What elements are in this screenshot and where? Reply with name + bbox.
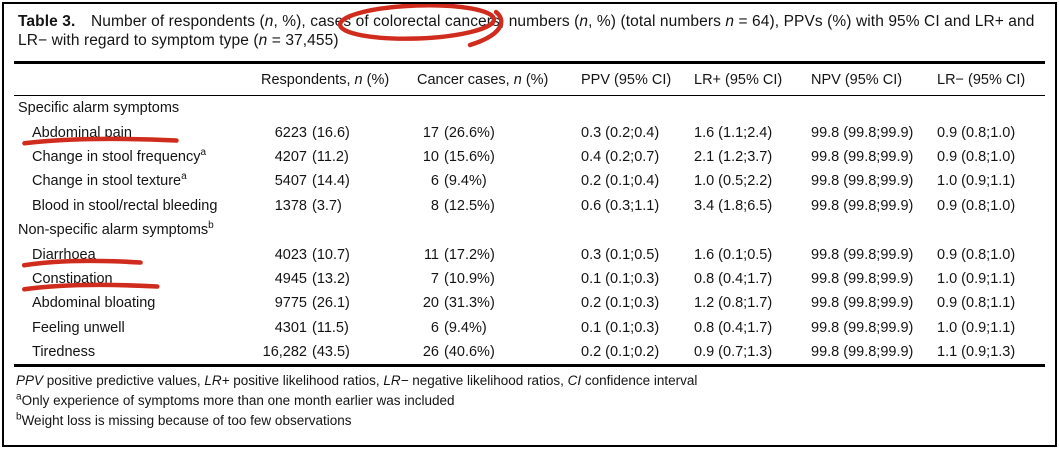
symptom-label: Abdominal pain [14,125,261,141]
value-cell: 4301 (11.5) [274,319,349,336]
value-cell: 0.4 (0.2;0.7) [581,148,660,165]
value-cell: 4023 (10.7) [274,246,350,263]
table-row: Diarrhoea 4023 (10.7) 11 (17.2%) 0.3 (0.1;0.5… [14,242,1045,266]
value-cell: 0.2 (0.1;0.4) [581,173,660,190]
table-caption: Table 3. Number of respondents (n, %), c… [18,13,1035,49]
value-cell: 4207 (11.2) [274,148,349,165]
symptom-label: Non-specific alarm symptomsb [18,220,214,239]
value-cell: 99.8 (99.8;99.9) [811,295,914,312]
header-respondents: Respondents, n (%) [261,71,390,88]
value-cell: 0.1 (0.1;0.3) [581,270,660,287]
header-npv: NPV (95% CI) [811,71,903,88]
table-row: Blood in stool/rectal bleeding 1378 (3.7) 8… [14,194,1045,218]
value-cell: 8 (12.5%) [430,197,495,214]
footnote-marker: b [208,220,214,232]
value-cell: 1.2 (0.8;1.7) [694,295,773,312]
value-cell: 99.8 (99.8;99.9) [811,319,914,336]
value-cell: 1.0 (0.9;1.1) [937,173,1016,190]
table-row: Abdominal bloating 9775 (26.1) 20 (31.3%) 0.2… [14,291,1045,315]
section-header-row: Specific alarm symptoms [14,96,1045,120]
value-cell: 26 (40.6%) [422,344,495,361]
symptom-label: Specific alarm symptoms [18,100,180,117]
value-cell: 1.6 (1.1;2.4) [694,124,773,141]
value-cell: 0.8 (0.4;1.7) [694,270,773,287]
value-cell: 99.8 (99.8;99.9) [811,148,914,165]
value-cell: 3.4 (1.8;6.5) [694,197,773,214]
symptom-label: Feeling unwell [32,319,125,336]
header-lr-plus: LR+ (95% CI) [694,71,783,88]
value-cell: 20 (31.3%) [422,295,495,312]
table-row: Change in stool frequencya 4207 (11.2) 10 (1… [14,145,1045,169]
section-header-row: Non-specific alarm symptomsb [14,218,1045,242]
table-row: Constipation 4945 (13.2) 7 (10.9%) 0.1 (0.1;0… [14,267,1045,291]
symptom-label: Blood in stool/rectal bleeding [32,197,218,214]
value-cell: 1378 (3.7) [274,197,342,214]
value-cell: 99.8 (99.8;99.9) [811,173,914,190]
value-cell: 0.6 (0.3;1.1) [581,197,660,214]
footnote-marker: a [200,147,207,159]
header-cancer-cases: Cancer cases, n (%) [417,71,549,88]
value-cell: 0.9 (0.8;1.1) [937,295,1016,312]
table-body: Specific alarm symptoms Abdominal pain 622… [14,96,1045,364]
value-cell: 0.9 (0.8;1.0) [937,124,1016,141]
value-cell: 1.0 (0.9;1.1) [937,270,1016,287]
value-cell: 9775 (26.1) [274,295,350,312]
value-cell: 17 (26.6%) [422,124,495,141]
value-cell: 99.8 (99.8;99.9) [811,197,914,214]
table-header-row: Respondents, n (%) Cancer cases, n (%) P… [14,64,1045,95]
header-lr-minus: LR− (95% CI) [937,71,1026,88]
symptom-label: Tiredness [32,344,96,361]
symptom-label: Constipation [14,271,261,287]
value-cell: 6 (9.4%) [430,173,487,190]
table-row: Tiredness 16,282 (43.5) 26 (40.6%) 0.2 (0.1;0… [14,340,1045,364]
value-cell: 0.1 (0.1;0.3) [581,319,660,336]
value-cell: 1.0 (0.5;2.2) [694,173,773,190]
rule-top [14,61,1045,64]
value-cell: 99.8 (99.8;99.9) [811,270,914,287]
value-cell: 10 (15.6%) [422,148,495,165]
value-cell: 0.9 (0.8;1.0) [937,246,1016,263]
value-cell: 6223 (16.6) [274,124,350,141]
value-cell: 11 (17.2%) [423,246,495,263]
value-cell: 7 (10.9%) [430,270,495,287]
data-table: Respondents, n (%) Cancer cases, n (%) P… [14,64,1045,364]
value-cell: 16,282 (43.5) [262,344,350,361]
footnote-abbreviations: PPV positive predictive values, LR+ posi… [16,373,698,389]
table-row: Change in stool texturea 5407 (14.4) 6 (9.4%… [14,169,1045,193]
value-cell: 0.9 (0.8;1.0) [937,197,1016,214]
footnotes: PPV positive predictive values, LR+ posi… [14,367,1045,431]
value-cell: 0.2 (0.1;0.3) [581,295,660,312]
value-cell: 5407 (14.4) [274,173,350,190]
footnote-a: aOnly experience of symptoms more than o… [16,391,455,409]
rule-under-header [14,95,1045,96]
footnote-b: bWeight loss is missing because of too f… [16,411,352,429]
value-cell: 99.8 (99.8;99.9) [811,246,914,263]
value-cell: 0.3 (0.1;0.5) [581,246,660,263]
value-cell: 2.1 (1.2;3.7) [694,148,773,165]
value-cell: 4945 (13.2) [274,270,350,287]
value-cell: 1.0 (0.9;1.1) [937,319,1016,336]
value-cell: 0.3 (0.2;0.4) [581,124,660,141]
value-cell: 0.9 (0.8;1.0) [937,148,1016,165]
symptom-label: Abdominal bloating [32,295,156,312]
value-cell: 1.6 (0.1;0.5) [694,246,773,263]
footnote-marker: a [181,171,187,183]
symptom-label: Change in stool texturea [32,171,187,190]
value-cell: 6 (9.4%) [430,319,487,336]
value-cell: 0.2 (0.1;0.2) [581,344,660,361]
value-cell: 0.9 (0.7;1.3) [694,344,773,361]
symptom-label: Change in stool frequencya [32,147,207,165]
value-cell: 1.1 (0.9;1.3) [937,344,1016,361]
rule-above-footnotes [14,364,1045,368]
value-cell: 0.8 (0.4;1.7) [694,319,773,336]
value-cell: 99.8 (99.8;99.9) [811,344,914,361]
table-row: Abdominal pain 6223 (16.6) 17 (26.6%) 0.3 (0.… [14,120,1045,144]
table-row: Feeling unwell 4301 (11.5) 6 (9.4%) 0.1 (0.1;… [14,316,1045,340]
value-cell: 99.8 (99.8;99.9) [811,124,914,141]
symptom-label: Diarrhoea [14,247,261,263]
header-ppv: PPV (95% CI) [581,71,672,88]
